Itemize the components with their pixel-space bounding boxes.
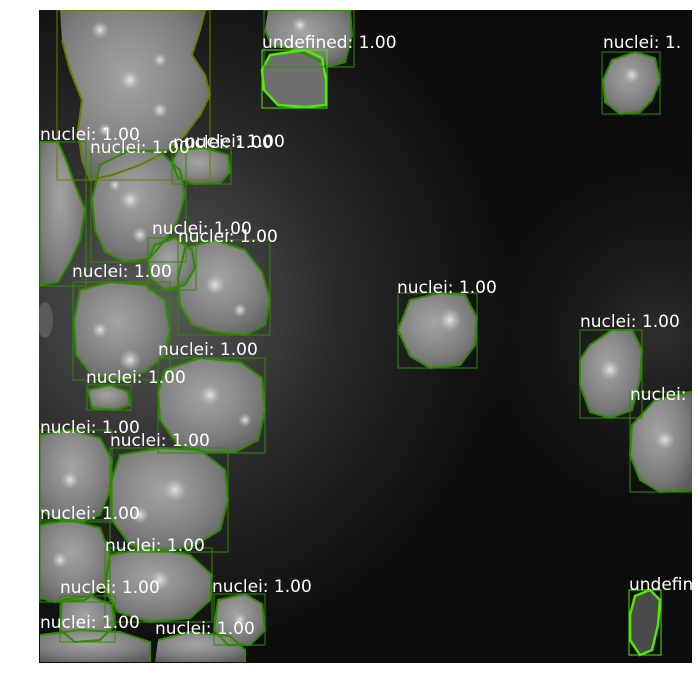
nucleus-body <box>148 238 195 290</box>
bounding-box <box>397 292 478 369</box>
bounding-box <box>59 595 116 643</box>
nucleus-body <box>74 282 170 380</box>
nucleus-body <box>265 10 352 66</box>
bounding-box <box>90 149 187 263</box>
nucleus-body <box>40 630 150 662</box>
nucleus-body <box>60 10 210 180</box>
bounding-box <box>39 141 87 287</box>
detection-label: nuclei: 1.00 <box>152 219 252 239</box>
bounding-box <box>171 147 232 185</box>
nucleus-outline <box>170 146 232 186</box>
detection-label: nuclei: 1.00 <box>158 340 258 360</box>
bounding-box <box>72 281 171 381</box>
nucleus-body <box>40 142 85 285</box>
detection-label: nuclei: 1. <box>603 33 681 53</box>
nucleus-outline <box>396 291 479 370</box>
bounding-box <box>39 519 111 603</box>
label-layer: undefined: 1.00 nuclei: 1. nuclei: 1.00 … <box>40 33 698 639</box>
detection-label: nuclei: 1.00 <box>173 133 273 153</box>
nucleus-outline <box>39 141 87 286</box>
detection-label: nuclei: 1.00 <box>110 431 210 451</box>
detection-label: undefined: 1.00 <box>262 33 397 53</box>
bbox-layer <box>39 9 693 656</box>
detection-label: nuclei: 1.00 <box>86 368 186 388</box>
bounding-box <box>261 49 328 109</box>
nuclei-layer <box>37 10 692 662</box>
nucleus-outline <box>72 280 172 382</box>
bounding-box <box>628 589 662 656</box>
nucleus-body <box>158 358 265 452</box>
nucleus-outline <box>156 356 267 453</box>
nucleus-body <box>262 50 326 107</box>
detection-label: nuclei: 1.00 <box>155 619 255 639</box>
bounding-box <box>601 51 661 115</box>
detection-label: nuclei: 1.00 <box>397 278 497 298</box>
detection-label: nuclei: 1.00 <box>630 385 698 405</box>
nucleus-outline <box>260 48 328 109</box>
nucleus-outline <box>157 630 246 662</box>
detection-label: nuclei: 1.00 <box>40 613 140 633</box>
nucleus-outline <box>146 236 197 292</box>
nucleus-body <box>40 520 110 602</box>
detection-label: nuclei: 1.00 <box>212 577 312 597</box>
bounding-box <box>213 593 266 646</box>
bounding-box <box>579 329 643 419</box>
detection-label: nuclei: 1.00 <box>105 536 205 556</box>
nucleus-body <box>92 150 185 262</box>
bounding-box <box>39 429 113 523</box>
detection-label: nuclei: 1.00 <box>72 262 172 282</box>
detection-label: nuclei: 1.00 <box>580 312 680 332</box>
nucleus-outline <box>628 588 662 657</box>
bounding-box <box>177 239 271 336</box>
nucleus-body <box>603 52 660 114</box>
bounding-box <box>109 447 229 553</box>
detection-label: nuclei: 1.00 <box>40 418 140 438</box>
bright-spots <box>52 17 675 627</box>
detection-label: nuclei: 1.00 <box>185 132 285 152</box>
bounding-box <box>147 237 197 291</box>
detection-label: nuclei: 1.00 <box>40 0 140 13</box>
nucleus-body <box>37 302 53 338</box>
detection-label: nuclei: 1.00 <box>40 504 140 524</box>
nucleus-outline <box>176 238 272 337</box>
nucleus-outline <box>60 9 212 182</box>
detection-label: nuclei: 1.00 <box>60 0 160 13</box>
detection-label: nuclei: 1.00 <box>90 138 190 158</box>
nucleus-outline <box>264 9 354 68</box>
nucleus-body <box>630 590 660 655</box>
nucleus-outline <box>39 628 151 662</box>
detection-label: nuclei: 1.00 <box>40 125 140 145</box>
nucleus-outline <box>90 148 187 264</box>
bounding-box <box>157 357 266 454</box>
detection-label: nuclei: 1.00 <box>178 227 278 247</box>
detection-label: nuclei: 1.00 <box>60 578 160 598</box>
nucleus-outline <box>601 50 662 116</box>
nucleus-body <box>88 385 130 410</box>
nucleus-outline <box>212 592 267 646</box>
detection-label: undefin <box>629 575 693 595</box>
outline-layer <box>39 9 693 662</box>
detection-label: nuclei: 1.00 <box>266 0 366 15</box>
bounding-box <box>104 547 213 623</box>
bounding-box <box>86 384 132 411</box>
